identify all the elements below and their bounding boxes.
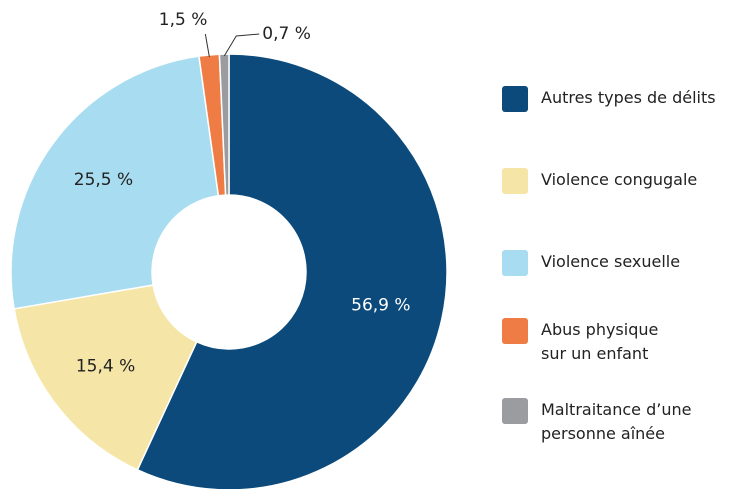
legend-swatch xyxy=(502,398,528,424)
legend-label: Violence congugale xyxy=(541,170,698,189)
legend-swatch xyxy=(502,168,528,194)
legend-swatch xyxy=(502,318,528,344)
legend-label: Violence sexuelle xyxy=(541,252,681,271)
leader-line xyxy=(223,33,260,57)
donut-segment xyxy=(136,53,448,489)
legend-label: Autres types de délits xyxy=(541,88,716,107)
data-label: 0,7 % xyxy=(262,24,311,44)
donut-segment xyxy=(10,55,220,310)
legend-item: Abus physique sur un enfant xyxy=(502,318,658,366)
leader-line xyxy=(204,33,210,57)
legend-item: Violence congugale xyxy=(502,168,697,194)
legend-label: Maltraitance d’une personne aînée xyxy=(541,400,692,443)
data-label: 56,9 % xyxy=(351,295,410,315)
donut-segment xyxy=(218,53,230,196)
data-label: 25,5 % xyxy=(74,170,133,190)
legend-swatch xyxy=(502,86,528,112)
legend-swatch xyxy=(502,250,528,276)
data-label: 15,4 % xyxy=(76,357,135,377)
legend-item: Autres types de délits xyxy=(502,86,716,112)
legend-item: Violence sexuelle xyxy=(502,250,680,276)
donut-segment xyxy=(13,284,198,471)
data-label: 1,5 % xyxy=(159,10,208,30)
legend-item: Maltraitance d’une personne aînée xyxy=(502,398,691,446)
legend-label: Abus physique sur un enfant xyxy=(541,320,659,363)
